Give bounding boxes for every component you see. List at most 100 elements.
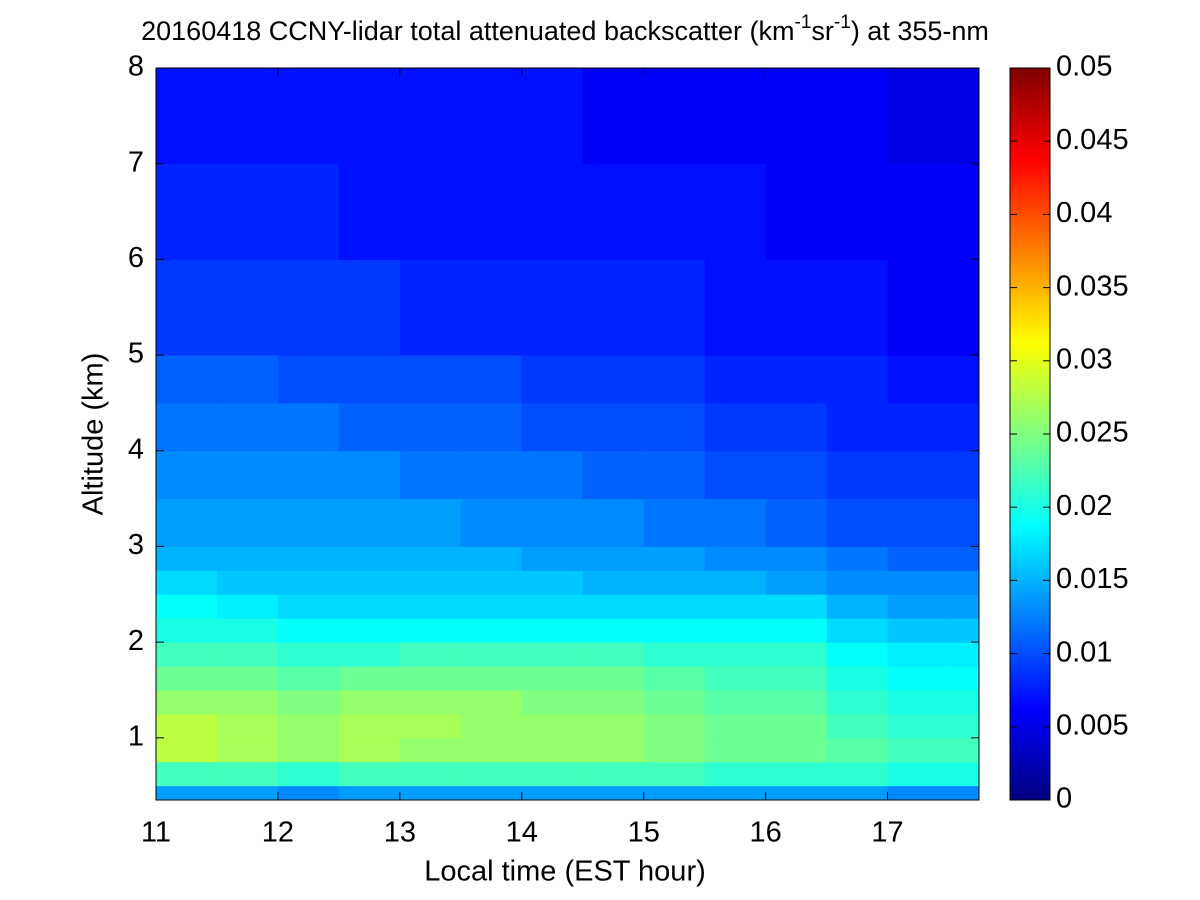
heat-cell	[460, 402, 523, 452]
heat-cell	[948, 68, 980, 165]
heat-cell	[948, 689, 980, 715]
heat-cell	[948, 642, 980, 667]
heat-cell	[948, 761, 980, 787]
heat-cell	[216, 785, 279, 801]
heat-cell	[521, 594, 584, 619]
colorbar-tick-label: 0.025	[1056, 417, 1129, 449]
title-part: -1	[795, 12, 812, 33]
heat-cell	[156, 594, 218, 619]
heat-cell	[156, 68, 218, 165]
heat-cell	[643, 689, 706, 715]
heat-cell	[765, 642, 828, 667]
heat-cell	[338, 68, 401, 165]
heat-cell	[765, 498, 828, 547]
heat-cell	[156, 498, 218, 547]
heat-cell	[460, 642, 523, 667]
heat-cell	[643, 713, 706, 739]
heat-cell	[643, 402, 706, 452]
heat-cell	[156, 259, 218, 356]
heat-cell	[156, 713, 218, 739]
heat-cell	[887, 594, 950, 619]
heat-cell	[521, 259, 584, 356]
heat-cell	[643, 618, 706, 643]
heat-cell	[399, 785, 462, 801]
heat-cell	[216, 689, 279, 715]
heat-cell	[156, 642, 218, 667]
heat-cell	[643, 68, 706, 165]
heat-cell	[826, 618, 889, 643]
heat-cell	[338, 737, 401, 763]
heat-cell	[521, 666, 584, 691]
x-tick-label: 11	[141, 817, 171, 849]
heat-cell	[887, 618, 950, 643]
heat-cell	[521, 642, 584, 667]
heat-cell	[216, 737, 279, 763]
x-tick-label: 17	[871, 817, 903, 849]
heat-cell	[399, 450, 462, 500]
heat-cell	[156, 570, 218, 595]
heat-cell	[277, 498, 340, 547]
heat-cell	[338, 450, 401, 500]
heat-cell	[887, 570, 950, 595]
heat-cell	[948, 570, 980, 595]
heat-cell	[399, 570, 462, 595]
heat-cell	[582, 618, 645, 643]
colorbar-tick-label: 0.04	[1056, 197, 1112, 229]
heat-cell	[826, 163, 889, 260]
colorbar-tick-label: 0.015	[1056, 563, 1129, 595]
heat-cell	[887, 259, 950, 356]
title-part: ) at 355-nm	[851, 16, 989, 46]
heat-cell	[887, 666, 950, 691]
heat-cell	[521, 355, 584, 404]
heat-cell	[460, 570, 523, 595]
heat-cell	[704, 689, 767, 715]
heat-cell	[399, 618, 462, 643]
heat-cell	[948, 737, 980, 763]
heat-cell	[765, 402, 828, 452]
heat-cell	[277, 570, 340, 595]
heat-cell	[643, 450, 706, 500]
heat-cell	[277, 402, 340, 452]
heat-cell	[460, 689, 523, 715]
heat-cell	[704, 618, 767, 643]
heat-cell	[826, 259, 889, 356]
heat-cell	[156, 785, 218, 801]
heat-cell	[704, 450, 767, 500]
heat-cell	[399, 402, 462, 452]
heat-cell	[399, 68, 462, 165]
heat-cell	[460, 594, 523, 619]
heat-cell	[338, 402, 401, 452]
heat-cell	[704, 355, 767, 404]
heat-cell	[948, 450, 980, 500]
colorbar-tick-label: 0.01	[1056, 636, 1112, 668]
heat-cell	[460, 761, 523, 787]
heat-cell	[948, 402, 980, 452]
heat-cell	[704, 570, 767, 595]
heat-cell	[765, 689, 828, 715]
heat-cell	[826, 761, 889, 787]
heat-cell	[582, 402, 645, 452]
heat-cell	[399, 642, 462, 667]
heat-cell	[765, 713, 828, 739]
heat-cell	[704, 402, 767, 452]
heat-cell	[460, 355, 523, 404]
heat-cell	[156, 618, 218, 643]
heat-cell	[643, 642, 706, 667]
heat-cell	[277, 546, 340, 571]
y-tick-label: 2	[128, 625, 144, 657]
heat-cell	[216, 402, 279, 452]
heat-cell	[216, 259, 279, 356]
heat-cell	[643, 355, 706, 404]
heat-cell	[277, 689, 340, 715]
heat-cell	[216, 546, 279, 571]
heat-cell	[460, 546, 523, 571]
heat-cell	[338, 761, 401, 787]
heat-cell	[460, 163, 523, 260]
heat-cell	[216, 163, 279, 260]
heat-cell	[765, 570, 828, 595]
y-tick-label: 3	[128, 529, 144, 561]
heat-cell	[765, 68, 828, 165]
heat-cell	[460, 737, 523, 763]
heat-cell	[216, 642, 279, 667]
heat-cell	[765, 355, 828, 404]
